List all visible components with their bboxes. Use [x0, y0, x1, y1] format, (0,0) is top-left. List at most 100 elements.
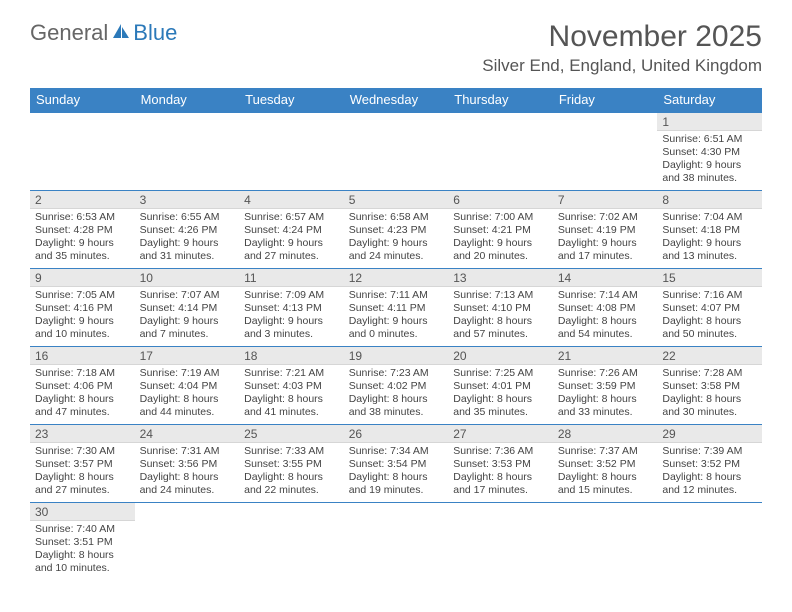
day-number: 7: [553, 191, 658, 209]
sunrise-line: Sunrise: 7:31 AM: [140, 445, 235, 458]
location: Silver End, England, United Kingdom: [482, 56, 762, 76]
calendar-cell: 27Sunrise: 7:36 AMSunset: 3:53 PMDayligh…: [448, 424, 553, 502]
day-number: 14: [553, 269, 658, 287]
day-body: Sunrise: 7:11 AMSunset: 4:11 PMDaylight:…: [344, 287, 449, 345]
sunset-line: Sunset: 3:52 PM: [558, 458, 653, 471]
daylight-line: Daylight: 9 hours and 7 minutes.: [140, 315, 235, 341]
calendar-cell: [553, 502, 658, 580]
day-body: Sunrise: 7:31 AMSunset: 3:56 PMDaylight:…: [135, 443, 240, 501]
day-number: 5: [344, 191, 449, 209]
day-body: Sunrise: 6:58 AMSunset: 4:23 PMDaylight:…: [344, 209, 449, 267]
logo: General Blue: [30, 20, 177, 46]
calendar-cell: 22Sunrise: 7:28 AMSunset: 3:58 PMDayligh…: [657, 346, 762, 424]
day-number: 13: [448, 269, 553, 287]
daylight-line: Daylight: 9 hours and 38 minutes.: [662, 159, 757, 185]
daylight-line: Daylight: 9 hours and 13 minutes.: [662, 237, 757, 263]
day-body: Sunrise: 7:39 AMSunset: 3:52 PMDaylight:…: [657, 443, 762, 501]
daylight-line: Daylight: 8 hours and 47 minutes.: [35, 393, 130, 419]
sunrise-line: Sunrise: 7:23 AM: [349, 367, 444, 380]
day-number: 30: [30, 503, 135, 521]
sunrise-line: Sunrise: 7:30 AM: [35, 445, 130, 458]
calendar-cell: 9Sunrise: 7:05 AMSunset: 4:16 PMDaylight…: [30, 268, 135, 346]
calendar-cell: 17Sunrise: 7:19 AMSunset: 4:04 PMDayligh…: [135, 346, 240, 424]
sunset-line: Sunset: 4:11 PM: [349, 302, 444, 315]
sunrise-line: Sunrise: 7:13 AM: [453, 289, 548, 302]
sunrise-line: Sunrise: 7:19 AM: [140, 367, 235, 380]
day-number: 28: [553, 425, 658, 443]
day-body: Sunrise: 7:07 AMSunset: 4:14 PMDaylight:…: [135, 287, 240, 345]
day-body: Sunrise: 7:19 AMSunset: 4:04 PMDaylight:…: [135, 365, 240, 423]
calendar-cell: [553, 112, 658, 190]
daylight-line: Daylight: 8 hours and 54 minutes.: [558, 315, 653, 341]
day-number: 20: [448, 347, 553, 365]
sunrise-line: Sunrise: 7:36 AM: [453, 445, 548, 458]
sunrise-line: Sunrise: 7:16 AM: [662, 289, 757, 302]
day-number: 21: [553, 347, 658, 365]
calendar-cell: 14Sunrise: 7:14 AMSunset: 4:08 PMDayligh…: [553, 268, 658, 346]
day-number: 8: [657, 191, 762, 209]
sunset-line: Sunset: 4:14 PM: [140, 302, 235, 315]
daylight-line: Daylight: 8 hours and 12 minutes.: [662, 471, 757, 497]
calendar-cell: 2Sunrise: 6:53 AMSunset: 4:28 PMDaylight…: [30, 190, 135, 268]
sunrise-line: Sunrise: 6:57 AM: [244, 211, 339, 224]
day-number: 1: [657, 113, 762, 131]
calendar-cell: 23Sunrise: 7:30 AMSunset: 3:57 PMDayligh…: [30, 424, 135, 502]
sunset-line: Sunset: 4:18 PM: [662, 224, 757, 237]
calendar-cell: 19Sunrise: 7:23 AMSunset: 4:02 PMDayligh…: [344, 346, 449, 424]
day-number: 10: [135, 269, 240, 287]
daylight-line: Daylight: 8 hours and 41 minutes.: [244, 393, 339, 419]
day-body: Sunrise: 7:40 AMSunset: 3:51 PMDaylight:…: [30, 521, 135, 579]
calendar-cell: [239, 502, 344, 580]
day-number: 16: [30, 347, 135, 365]
daylight-line: Daylight: 8 hours and 27 minutes.: [35, 471, 130, 497]
sunset-line: Sunset: 4:02 PM: [349, 380, 444, 393]
day-body: Sunrise: 6:53 AMSunset: 4:28 PMDaylight:…: [30, 209, 135, 267]
day-body: Sunrise: 7:21 AMSunset: 4:03 PMDaylight:…: [239, 365, 344, 423]
calendar-cell: 29Sunrise: 7:39 AMSunset: 3:52 PMDayligh…: [657, 424, 762, 502]
daylight-line: Daylight: 9 hours and 20 minutes.: [453, 237, 548, 263]
day-number: 29: [657, 425, 762, 443]
daylight-line: Daylight: 9 hours and 17 minutes.: [558, 237, 653, 263]
sunset-line: Sunset: 4:16 PM: [35, 302, 130, 315]
day-body: Sunrise: 7:09 AMSunset: 4:13 PMDaylight:…: [239, 287, 344, 345]
sunset-line: Sunset: 4:30 PM: [662, 146, 757, 159]
sunset-line: Sunset: 4:08 PM: [558, 302, 653, 315]
day-body: Sunrise: 7:05 AMSunset: 4:16 PMDaylight:…: [30, 287, 135, 345]
daylight-line: Daylight: 8 hours and 17 minutes.: [453, 471, 548, 497]
sunrise-line: Sunrise: 6:55 AM: [140, 211, 235, 224]
sunrise-line: Sunrise: 7:09 AM: [244, 289, 339, 302]
daylight-line: Daylight: 8 hours and 33 minutes.: [558, 393, 653, 419]
sunset-line: Sunset: 3:51 PM: [35, 536, 130, 549]
logo-text-1: General: [30, 20, 108, 46]
day-number: 2: [30, 191, 135, 209]
sunset-line: Sunset: 3:52 PM: [662, 458, 757, 471]
sunset-line: Sunset: 4:24 PM: [244, 224, 339, 237]
calendar-head: SundayMondayTuesdayWednesdayThursdayFrid…: [30, 88, 762, 112]
day-body: Sunrise: 7:00 AMSunset: 4:21 PMDaylight:…: [448, 209, 553, 267]
calendar-cell: [135, 112, 240, 190]
calendar-cell: 6Sunrise: 7:00 AMSunset: 4:21 PMDaylight…: [448, 190, 553, 268]
daylight-line: Daylight: 8 hours and 30 minutes.: [662, 393, 757, 419]
day-number: 12: [344, 269, 449, 287]
daylight-line: Daylight: 8 hours and 35 minutes.: [453, 393, 548, 419]
sunrise-line: Sunrise: 7:05 AM: [35, 289, 130, 302]
day-body: Sunrise: 6:55 AMSunset: 4:26 PMDaylight:…: [135, 209, 240, 267]
sunset-line: Sunset: 3:56 PM: [140, 458, 235, 471]
day-body: Sunrise: 7:13 AMSunset: 4:10 PMDaylight:…: [448, 287, 553, 345]
day-number: 3: [135, 191, 240, 209]
sunrise-line: Sunrise: 7:21 AM: [244, 367, 339, 380]
calendar-cell: 16Sunrise: 7:18 AMSunset: 4:06 PMDayligh…: [30, 346, 135, 424]
daylight-line: Daylight: 8 hours and 50 minutes.: [662, 315, 757, 341]
sunset-line: Sunset: 3:55 PM: [244, 458, 339, 471]
daylight-line: Daylight: 8 hours and 57 minutes.: [453, 315, 548, 341]
calendar-cell: [30, 112, 135, 190]
day-body: Sunrise: 7:25 AMSunset: 4:01 PMDaylight:…: [448, 365, 553, 423]
calendar-cell: 10Sunrise: 7:07 AMSunset: 4:14 PMDayligh…: [135, 268, 240, 346]
daylight-line: Daylight: 8 hours and 10 minutes.: [35, 549, 130, 575]
sunrise-line: Sunrise: 7:11 AM: [349, 289, 444, 302]
calendar-cell: [135, 502, 240, 580]
day-body: Sunrise: 7:33 AMSunset: 3:55 PMDaylight:…: [239, 443, 344, 501]
day-body: Sunrise: 7:36 AMSunset: 3:53 PMDaylight:…: [448, 443, 553, 501]
day-number: 11: [239, 269, 344, 287]
calendar-cell: 25Sunrise: 7:33 AMSunset: 3:55 PMDayligh…: [239, 424, 344, 502]
